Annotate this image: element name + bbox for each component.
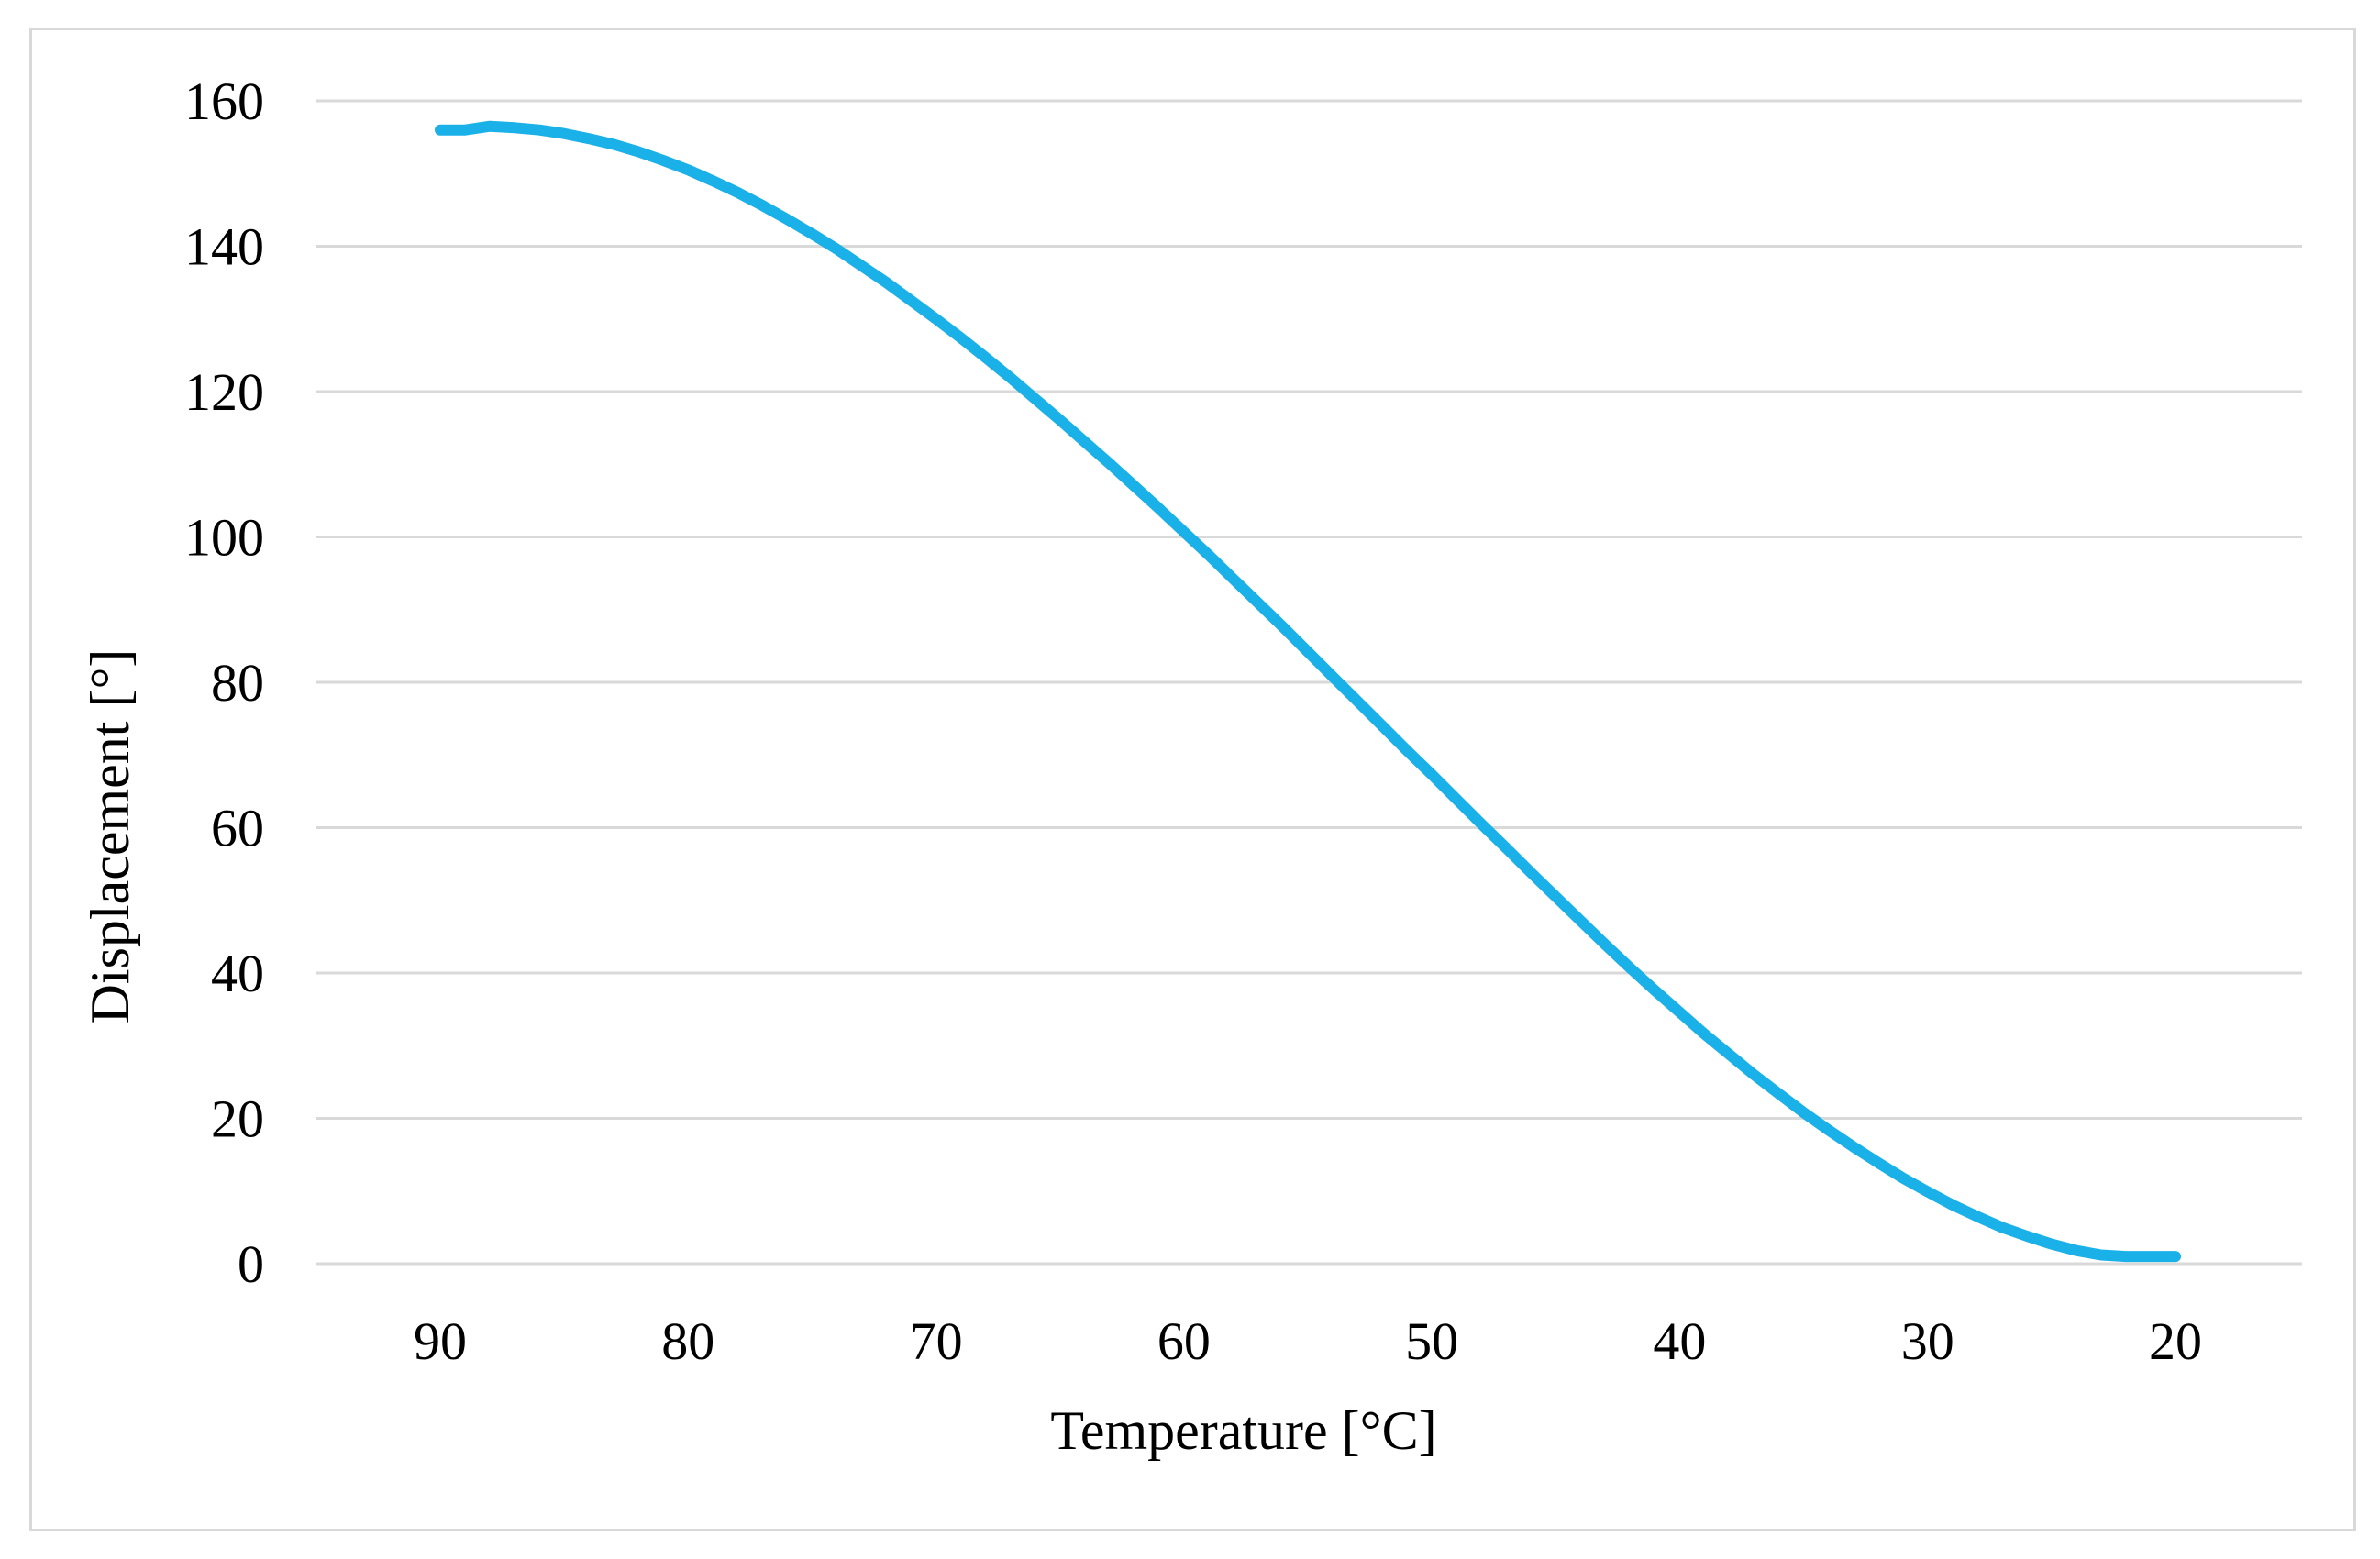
x-tick-label: 40 xyxy=(1653,1311,1706,1371)
x-tick-label: 60 xyxy=(1157,1311,1211,1371)
y-tick-label: 100 xyxy=(184,508,264,568)
x-tick-label: 80 xyxy=(661,1311,714,1371)
y-axis-ticks: 0 20 40 60 80 100 120 140 160 xyxy=(184,72,264,1294)
chart-frame xyxy=(29,28,2356,1531)
x-axis-title: Temperature [°C] xyxy=(1050,1400,1436,1461)
y-tick-label: 60 xyxy=(211,799,264,858)
series-line-displacement xyxy=(435,120,2181,1263)
y-tick-label: 40 xyxy=(211,944,264,1003)
y-tick-label: 140 xyxy=(184,217,264,277)
y-tick-label: 0 xyxy=(238,1234,264,1294)
series-layer xyxy=(435,120,2181,1263)
x-axis-ticks: 90 80 70 60 50 40 30 20 xyxy=(414,1311,2202,1371)
x-tick-label: 70 xyxy=(910,1311,963,1371)
x-tick-label: 50 xyxy=(1405,1311,1458,1371)
y-tick-label: 160 xyxy=(184,72,264,131)
y-axis-title: Displacement [°] xyxy=(80,649,140,1024)
gridlines xyxy=(316,99,2302,1266)
y-tick-label: 120 xyxy=(184,362,264,422)
x-tick-label: 30 xyxy=(1901,1311,1954,1371)
x-tick-label: 20 xyxy=(2149,1311,2202,1371)
x-tick-label: 90 xyxy=(414,1311,467,1371)
y-tick-label: 80 xyxy=(211,653,264,713)
y-tick-label: 20 xyxy=(211,1089,264,1149)
